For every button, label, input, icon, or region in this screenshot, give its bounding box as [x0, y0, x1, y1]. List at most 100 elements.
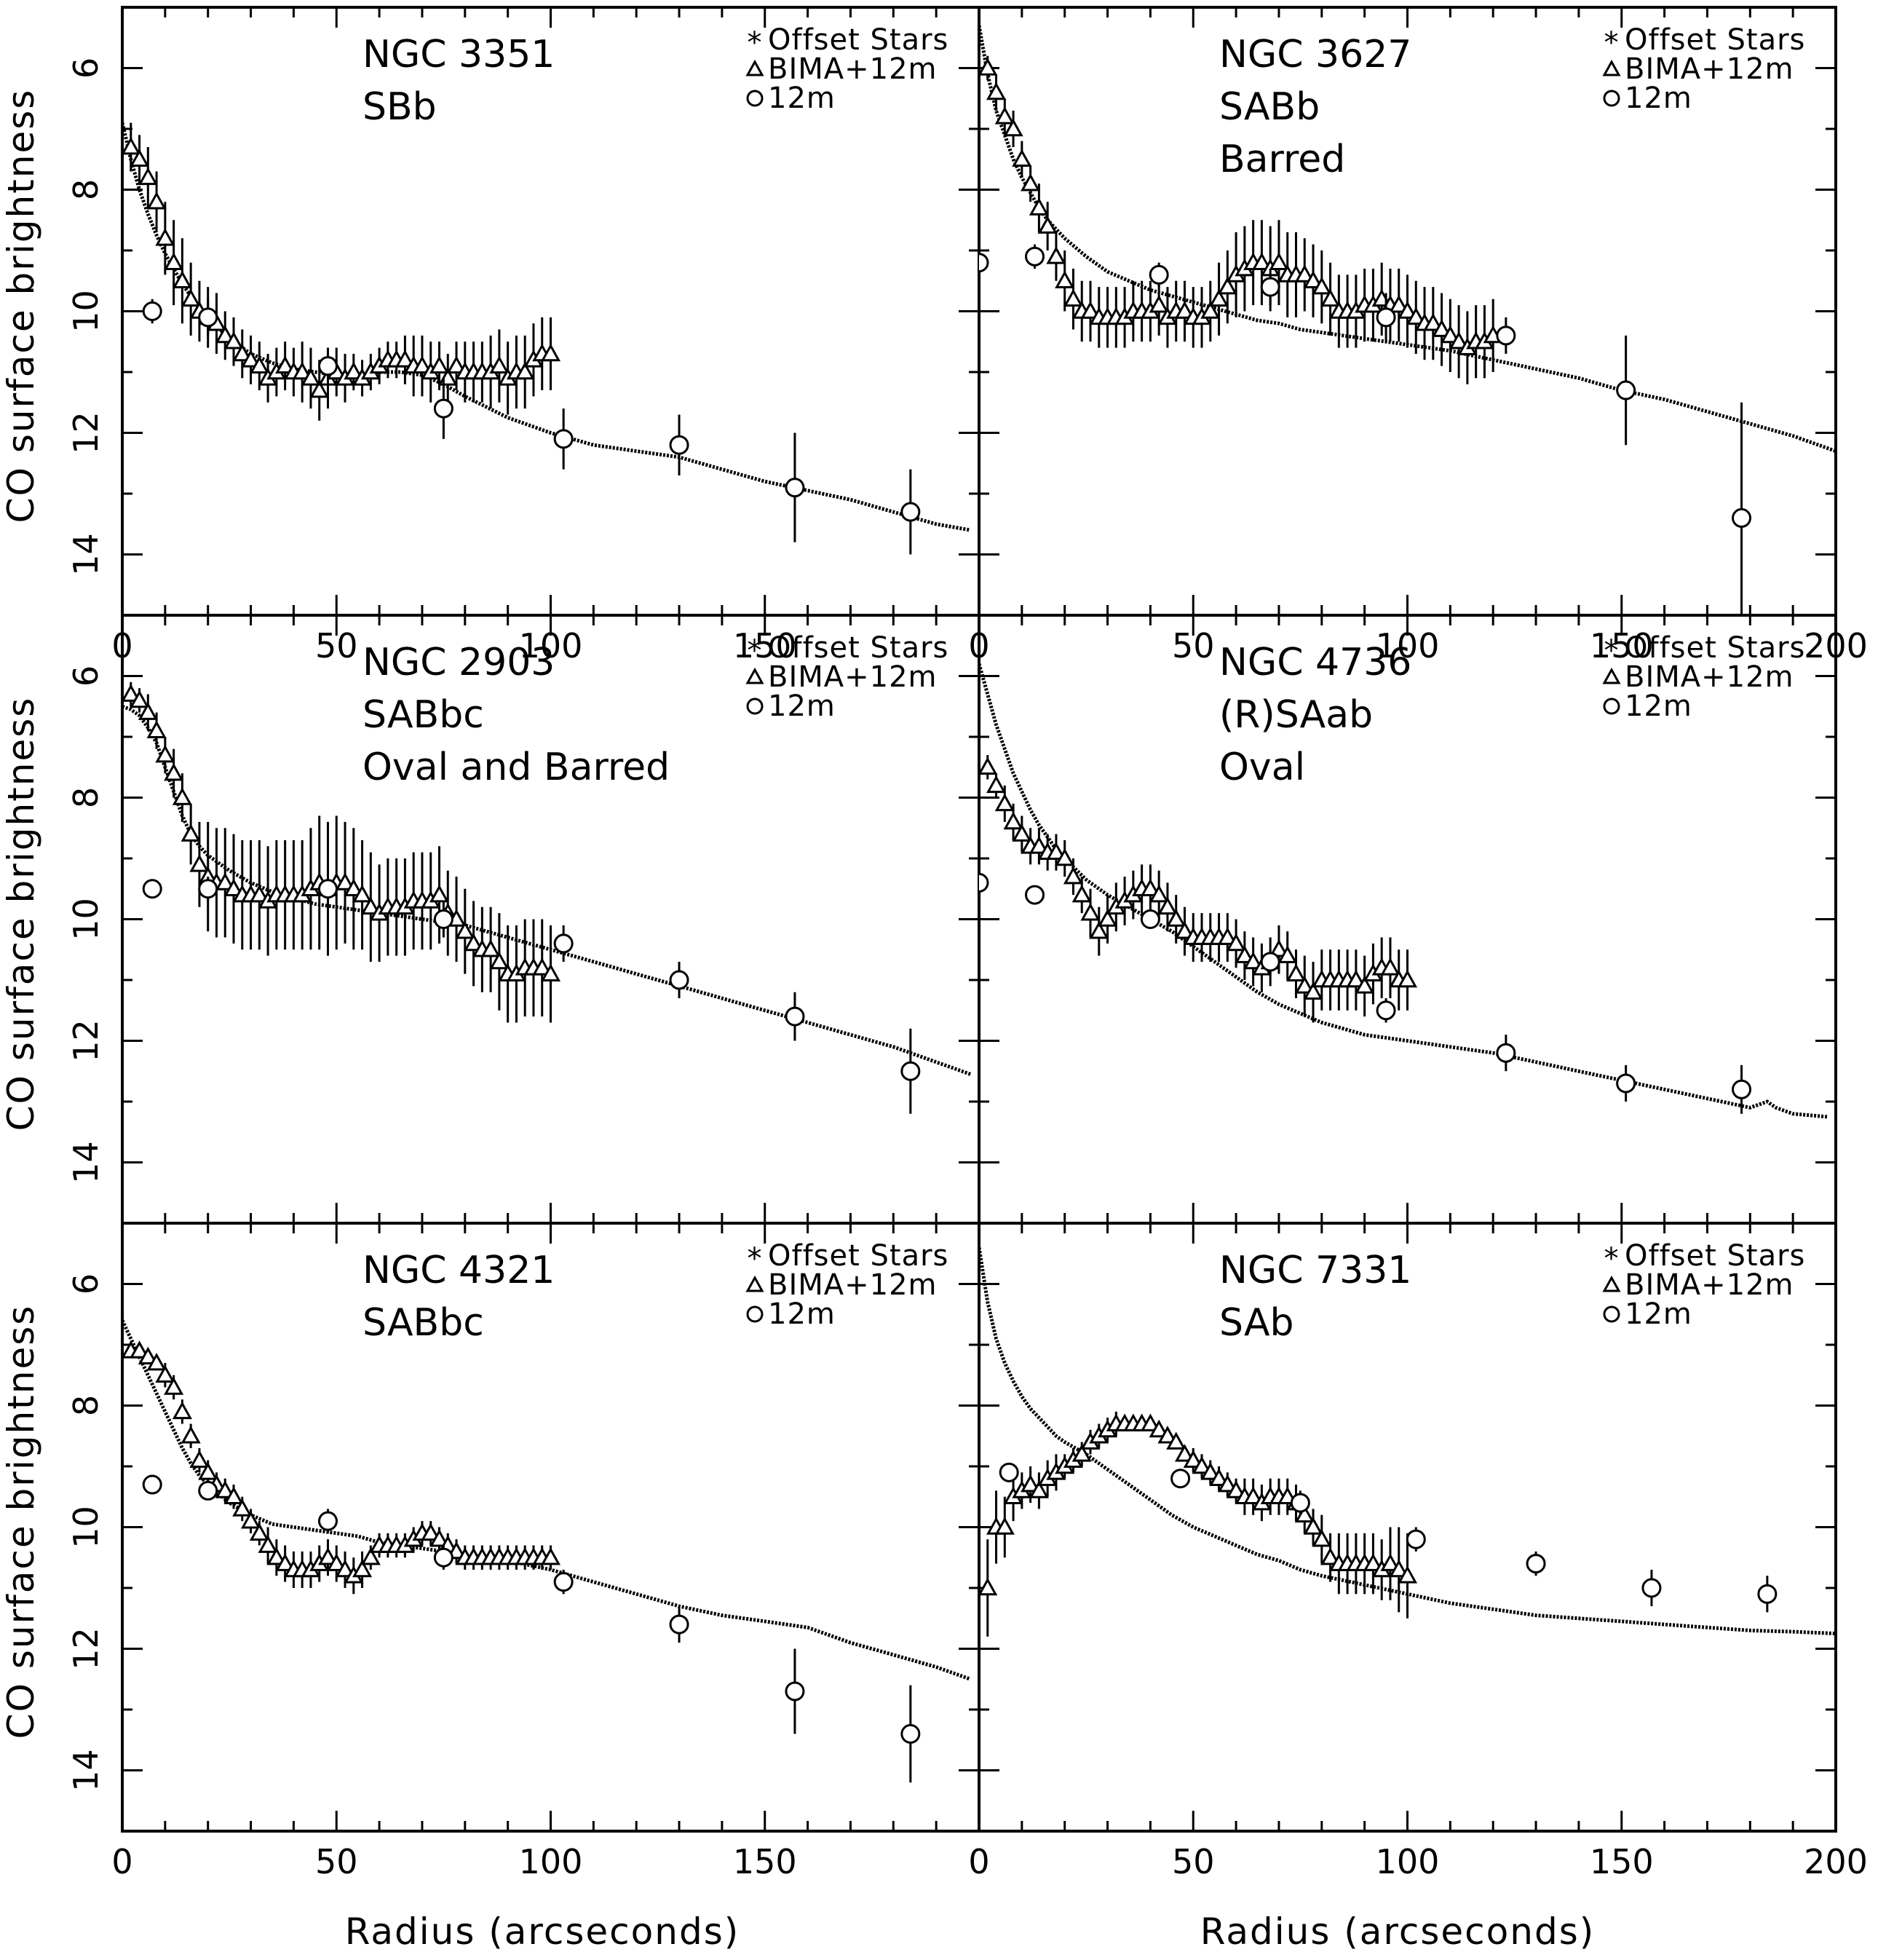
- bima-point: [344, 361, 364, 380]
- 12m-point: [142, 879, 162, 899]
- y-tick-label: 8: [66, 1395, 106, 1416]
- x-tick-label: 150: [1590, 1842, 1654, 1881]
- y-tick-label: 12: [66, 411, 106, 454]
- bima-point: [1251, 252, 1272, 270]
- y-tick-label: 6: [66, 1273, 106, 1295]
- bima-point: [429, 885, 450, 903]
- 12m-point: [979, 253, 989, 273]
- bima-point: [1346, 969, 1366, 988]
- 12m-point: [1140, 909, 1160, 929]
- bima-point: [446, 355, 467, 374]
- bima-point: [344, 878, 364, 897]
- data-layer: [122, 1319, 972, 1783]
- bima-point: [360, 896, 381, 915]
- bima-point: [1140, 878, 1160, 897]
- bima-point: [1071, 885, 1092, 903]
- legend-symbol-bima: [745, 667, 764, 684]
- legend-symbol-12m: [1603, 90, 1620, 107]
- bima-point: [429, 355, 450, 374]
- y-tick-label: 10: [66, 1506, 106, 1549]
- bima-point: [1098, 909, 1118, 927]
- bima-point: [489, 355, 510, 374]
- bima-point: [395, 349, 415, 368]
- legend-symbol-bima: [1602, 59, 1621, 76]
- 12m-point: [433, 1547, 453, 1568]
- bima-point: [1320, 288, 1341, 307]
- y-tick-label: 6: [66, 58, 106, 79]
- y-tick-label: 10: [66, 290, 106, 333]
- 12m-point: [1496, 1043, 1516, 1063]
- bima-point: [1029, 1480, 1049, 1498]
- bima-point: [241, 349, 261, 368]
- y-tick-label: 8: [66, 787, 106, 808]
- bima-point: [1046, 842, 1066, 860]
- bima-point: [1055, 270, 1075, 289]
- bima-point: [326, 1553, 346, 1571]
- bima-point: [1217, 927, 1237, 945]
- bima-point: [1055, 847, 1075, 866]
- bima-point: [223, 878, 244, 897]
- bima-point: [1449, 331, 1469, 349]
- bima-point: [249, 885, 269, 903]
- bima-point: [1235, 945, 1255, 963]
- legend-label: 12m: [768, 82, 836, 115]
- bima-point: [979, 756, 998, 775]
- bima-point: [986, 82, 1007, 100]
- bima-point: [1312, 1529, 1332, 1547]
- panel-title-line: NGC 7331: [1219, 1249, 1411, 1292]
- data-layer: [979, 663, 1828, 1119]
- offset-stars-profile: [979, 663, 1828, 1119]
- x-axis-label-right: Radius (arcseconds): [1200, 1910, 1596, 1953]
- bima-point: [1209, 1468, 1229, 1486]
- legend-label: BIMA+12m: [768, 660, 938, 694]
- bima-point: [241, 1511, 261, 1529]
- bima-point: [994, 793, 1015, 812]
- data-layer: [122, 681, 972, 1114]
- bima-point: [1174, 1444, 1195, 1462]
- panel-title-line: Oval: [1219, 746, 1305, 789]
- bima-point: [412, 355, 432, 374]
- legend-label: Offset Stars: [768, 631, 948, 665]
- 12m-point: [1025, 246, 1045, 266]
- bima-point: [515, 361, 535, 380]
- 12m-point: [900, 502, 921, 522]
- bima-point: [1432, 319, 1452, 337]
- panel-title-line: NGC 4736: [1219, 641, 1411, 684]
- bima-point: [1380, 1553, 1400, 1571]
- bima-point: [232, 1498, 253, 1517]
- y-tick-label: 6: [66, 665, 106, 687]
- legend-symbol-12m: [1603, 698, 1620, 715]
- bima-point: [1363, 1553, 1383, 1571]
- bima-point: [172, 787, 192, 805]
- panel-title-line: Barred: [1219, 138, 1345, 181]
- 12m-point: [1616, 1073, 1636, 1094]
- 12m-point: [1496, 325, 1516, 346]
- bima-point: [249, 355, 269, 374]
- bima-point: [1294, 976, 1315, 994]
- bima-point: [172, 270, 192, 289]
- bima-point: [198, 1462, 218, 1480]
- 12m-point: [1406, 1529, 1426, 1549]
- bima-point: [189, 854, 210, 872]
- bima-point: [1397, 301, 1418, 319]
- 12m-point: [553, 429, 574, 449]
- bima-point: [181, 823, 201, 842]
- bima-point: [1021, 1474, 1041, 1493]
- legend-symbol-offset-stars: *: [1604, 26, 1620, 60]
- bima-point: [1269, 939, 1289, 957]
- panel-title-line: NGC 2903: [362, 641, 555, 684]
- bima-point: [129, 149, 150, 167]
- bima-point: [258, 1535, 278, 1553]
- x-tick-label: 150: [733, 1842, 797, 1881]
- 12m-point: [198, 1480, 218, 1501]
- bima-point: [1320, 1547, 1341, 1565]
- bima-point: [489, 951, 510, 970]
- 12m-point: [979, 872, 989, 893]
- bima-point: [1149, 295, 1169, 313]
- offset-stars-profile: [979, 25, 1836, 453]
- bima-point: [1157, 896, 1178, 915]
- 12m-point: [1757, 1584, 1778, 1604]
- bima-point: [1080, 903, 1101, 921]
- bima-point: [1380, 957, 1400, 976]
